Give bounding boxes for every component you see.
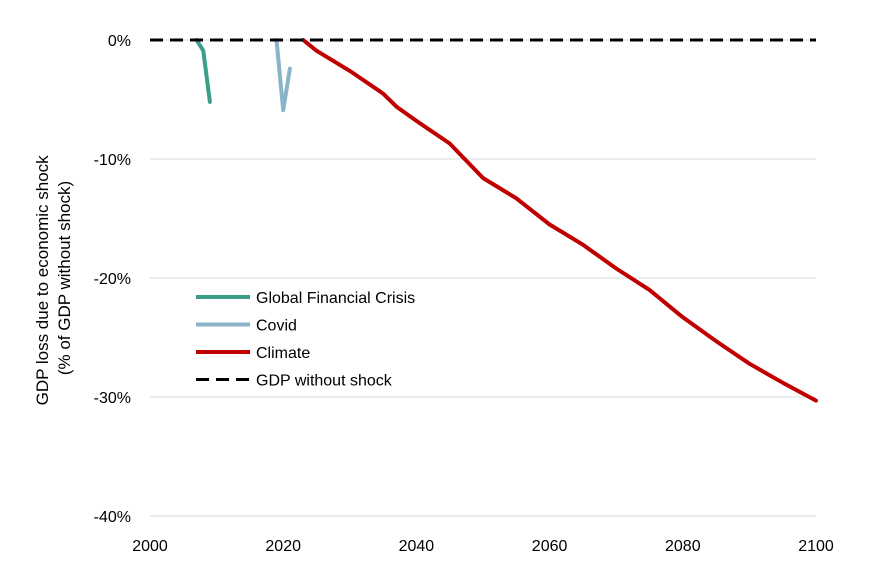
legend-label-climate: Climate — [256, 345, 310, 362]
y-tick-labels: 0% -10% -20% -30% -40% — [94, 33, 131, 526]
y-tick-label: -30% — [94, 390, 131, 407]
legend-label-covid: Covid — [256, 318, 297, 335]
x-tick-label: 2060 — [532, 538, 568, 555]
y-axis-title-line-1: GDP loss due to economic shock — [33, 155, 52, 406]
y-axis-title-line-2: (% of GDP without shock) — [55, 181, 74, 375]
y-tick-label: 0% — [108, 33, 131, 50]
x-tick-label: 2100 — [798, 538, 834, 555]
series-line-global-financial-crisis — [194, 38, 212, 104]
x-tick-labels: 2000 2020 2040 2060 2080 2100 — [132, 538, 834, 555]
legend-label-global-financial-crisis: Global Financial Crisis — [256, 290, 415, 307]
x-tick-label: 2040 — [399, 538, 435, 555]
series-lines — [150, 38, 818, 403]
x-tick-label: 2020 — [265, 538, 301, 555]
series-line-climate — [301, 38, 818, 403]
x-tick-label: 2080 — [665, 538, 701, 555]
x-tick-label: 2000 — [132, 538, 168, 555]
legend-label-gdp-without-shock: GDP without shock — [256, 373, 393, 390]
legend: Global Financial Crisis Covid Climate GDP w… — [196, 290, 415, 390]
y-axis-title: GDP loss due to economic shock (% of GDP… — [33, 151, 74, 406]
gridlines — [150, 39, 816, 517]
series-line-covid — [274, 38, 292, 113]
y-tick-label: -40% — [94, 509, 131, 526]
y-tick-label: -10% — [94, 152, 131, 169]
y-tick-label: -20% — [94, 271, 131, 288]
